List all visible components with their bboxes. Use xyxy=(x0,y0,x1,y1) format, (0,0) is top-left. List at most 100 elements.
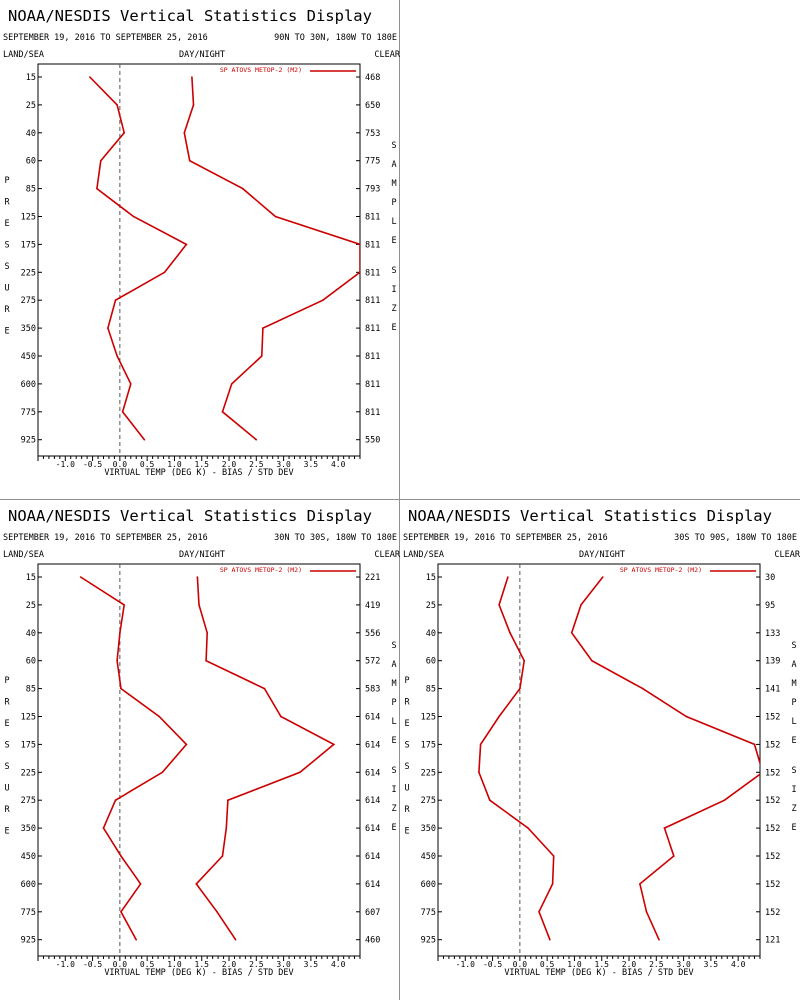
sample-label-char: L xyxy=(391,217,396,227)
sample-size-value: 614 xyxy=(365,824,380,834)
bias-point xyxy=(161,771,164,774)
sample-size-value: 121 xyxy=(765,936,780,946)
sample-label-char: P xyxy=(391,698,396,708)
stddev-point xyxy=(260,355,263,357)
x-axis-label: VIRTUAL TEMP (DEG K) - BIAS / STD DEV xyxy=(504,968,693,978)
sample-label-char: E xyxy=(791,736,796,746)
date-range: SEPTEMBER 19, 2016 TO SEPTEMBER 25, 2016 xyxy=(403,533,608,543)
sample-size-value: 811 xyxy=(365,240,380,250)
sample-size-value: 133 xyxy=(765,629,780,639)
y-tick-label: 15 xyxy=(426,573,436,583)
y-tick-label: 125 xyxy=(21,713,36,723)
x-tick-label: 4.0 xyxy=(331,460,346,469)
stddev-point xyxy=(195,883,198,885)
y-tick-label: 15 xyxy=(26,73,36,83)
stddev-point xyxy=(602,576,604,578)
y-tick-label: 125 xyxy=(421,713,436,723)
stddev-point xyxy=(191,76,193,78)
sample-size-value: 614 xyxy=(365,713,380,723)
size-label-char: Z xyxy=(791,804,796,814)
sample-size-value: 419 xyxy=(365,601,380,611)
x-tick-label: 3.0 xyxy=(276,460,291,469)
x-tick-label: 3.0 xyxy=(276,960,291,969)
x-tick-label: 0.5 xyxy=(140,460,155,469)
y-tick-label: 60 xyxy=(426,657,436,667)
bias-point xyxy=(479,743,482,746)
sample-size-value: 811 xyxy=(365,324,380,334)
stddev-point xyxy=(641,687,644,690)
y-axis-label-char: E xyxy=(4,219,9,229)
sample-size-value: 775 xyxy=(365,157,380,167)
x-axis-label: VIRTUAL TEMP (DEG K) - BIAS / STD DEV xyxy=(104,468,293,478)
bias-point xyxy=(123,604,126,606)
bias-point xyxy=(129,383,132,385)
stddev-point xyxy=(221,411,224,413)
bias-point xyxy=(549,938,551,941)
bias-point xyxy=(551,883,554,885)
stddev-point xyxy=(359,271,360,274)
stddev-point xyxy=(658,938,660,941)
y-axis-label-char: S xyxy=(4,262,9,272)
x-tick-label: 3.5 xyxy=(304,960,319,969)
sample-size-value: 468 xyxy=(365,73,380,83)
x-tick-label: 0.0 xyxy=(513,960,528,969)
sample-size-value: 811 xyxy=(365,352,380,362)
x-tick-label: 4.0 xyxy=(731,960,746,969)
panel-tropics: NOAA/NESDIS Vertical Statistics Display S… xyxy=(0,500,400,1000)
legend-label: SP ATOVS METOP-2 (M2) xyxy=(220,66,302,74)
stddev-point xyxy=(206,632,208,634)
bias-point xyxy=(120,911,122,913)
y-axis-label-char: E xyxy=(404,719,409,729)
stddev-point xyxy=(723,799,726,801)
y-axis-label-char: E xyxy=(4,719,9,729)
size-label-char: S xyxy=(391,266,396,276)
sample-size-value: 583 xyxy=(365,685,380,695)
y-axis-label-char: S xyxy=(4,741,9,751)
y-tick-label: 600 xyxy=(21,380,36,390)
x-tick-label: 3.5 xyxy=(704,960,719,969)
plot-frame xyxy=(37,563,361,957)
sample-label-char: A xyxy=(791,660,796,670)
y-tick-label: 600 xyxy=(21,880,36,890)
y-axis-label-char: U xyxy=(404,784,409,794)
legend-label: SP ATOVS METOP-2 (M2) xyxy=(220,566,302,574)
x-tick-label: 2.5 xyxy=(649,960,664,969)
y-tick-label: 40 xyxy=(26,129,36,139)
land-sea-label: LAND/SEA xyxy=(403,550,444,560)
x-tick-label: 0.0 xyxy=(113,960,128,969)
panel-northern-hemisphere: NOAA/NESDIS Vertical Statistics Display S… xyxy=(0,0,400,500)
sample-label-char: E xyxy=(391,236,396,246)
bias-point xyxy=(120,855,122,857)
y-tick-label: 60 xyxy=(26,657,36,667)
date-range: SEPTEMBER 19, 2016 TO SEPTEMBER 25, 2016 xyxy=(3,33,208,43)
y-tick-label: 775 xyxy=(421,908,436,918)
sample-label-char: M xyxy=(391,179,396,189)
bias-point xyxy=(498,604,500,606)
sample-label-char: M xyxy=(391,679,396,689)
x-tick-label: -1.0 xyxy=(456,960,475,969)
x-tick-label: 1.5 xyxy=(595,960,610,969)
y-tick-label: 225 xyxy=(21,768,36,778)
bias-point xyxy=(552,855,555,857)
stddev-line xyxy=(570,576,760,941)
x-tick-label: -0.5 xyxy=(483,960,502,969)
y-axis-label-char: R xyxy=(4,698,10,708)
bias-point xyxy=(114,299,117,302)
stddev-point xyxy=(639,883,641,885)
sample-size-value: 550 xyxy=(365,436,380,446)
stddev-point xyxy=(192,104,195,106)
region-label: 90N TO 30N, 180W TO 180E xyxy=(274,33,397,43)
stddev-point xyxy=(205,659,207,662)
size-label-char: E xyxy=(391,823,396,833)
bias-point xyxy=(116,104,118,106)
stddev-line xyxy=(183,76,360,441)
size-label-char: Z xyxy=(391,804,396,814)
stddev-point xyxy=(196,576,199,578)
y-tick-label: 225 xyxy=(421,768,436,778)
clear-label: CLEAR xyxy=(774,550,800,560)
sample-label-char: E xyxy=(391,736,396,746)
sample-size-value: 650 xyxy=(365,101,380,111)
y-tick-label: 15 xyxy=(26,573,36,583)
size-label-char: I xyxy=(791,785,796,795)
y-tick-label: 275 xyxy=(21,296,36,306)
